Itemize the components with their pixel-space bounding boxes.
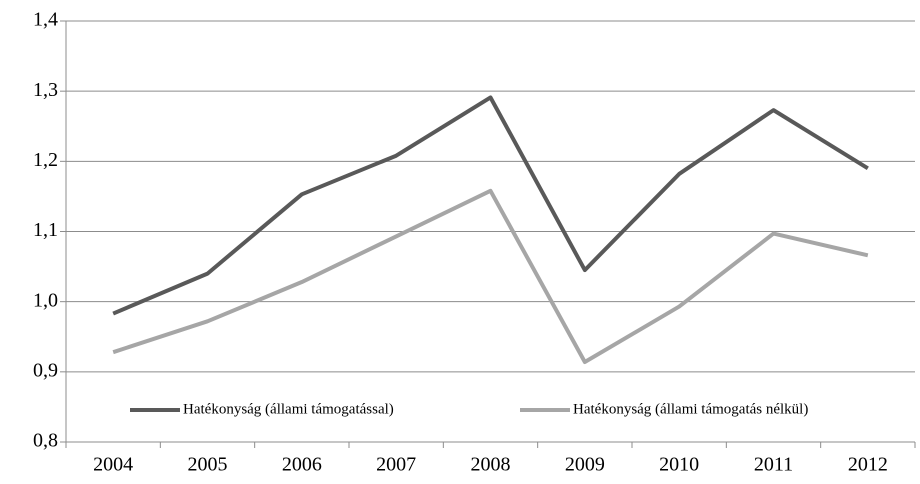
- x-tick-label: 2004: [93, 454, 133, 476]
- series-line: [112, 95, 869, 316]
- x-tick-label: 2010: [659, 454, 699, 476]
- x-tick-label: 2009: [565, 454, 605, 476]
- x-tick-label: 2011: [754, 454, 793, 476]
- y-tick-label: 1,2: [33, 149, 58, 171]
- y-tick-label: 0,8: [33, 430, 58, 452]
- y-tick-label: 1,1: [33, 219, 58, 241]
- x-tick-label: 2005: [188, 454, 228, 476]
- x-tick-label: 2008: [471, 454, 511, 476]
- y-tick-label: 1,0: [33, 289, 58, 311]
- y-tick-label: 0,9: [33, 359, 58, 381]
- legend-label: Hatékonyság (állami támogatás nélkül): [573, 401, 808, 417]
- y-tick-label: 1,3: [33, 79, 58, 101]
- series-line: [112, 188, 869, 365]
- x-tick-label: 2006: [282, 454, 322, 476]
- legend-label: Hatékonyság (állami támogatással): [183, 401, 394, 417]
- y-tick-label: 1,4: [33, 9, 58, 31]
- x-tick-label: 2012: [848, 454, 888, 476]
- x-tick-label: 2007: [376, 454, 416, 476]
